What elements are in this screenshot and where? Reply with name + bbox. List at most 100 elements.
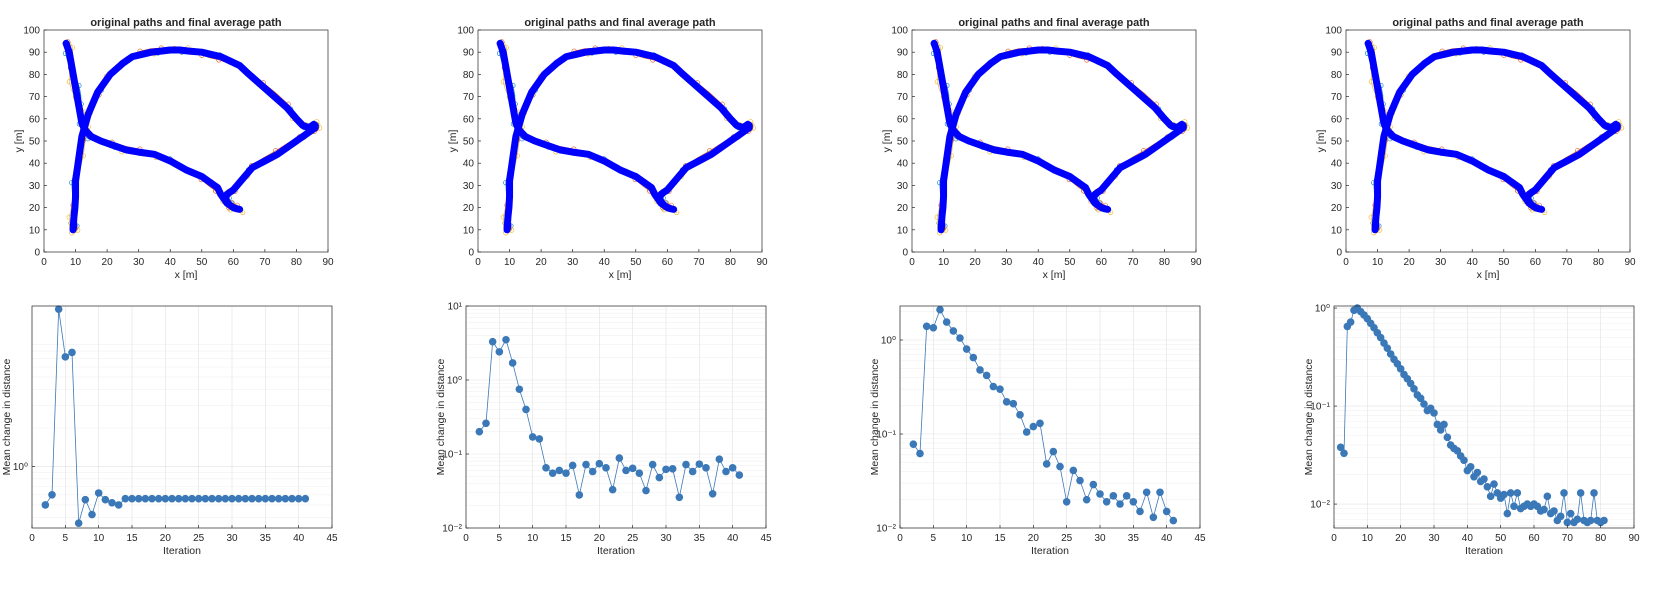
x-tick-label: 40 (1161, 533, 1173, 544)
y-tick-label: 20 (463, 203, 475, 214)
y-tick-label: 70 (29, 92, 41, 103)
y-tick-label: 80 (897, 70, 909, 81)
y-tick-label: 10⁻² (442, 524, 462, 535)
chart-title: original paths and final average path (1392, 17, 1584, 29)
y-tick-label: 10⁰ (13, 462, 28, 473)
data-point (635, 469, 644, 478)
x-tick-label: 20 (536, 257, 548, 268)
original-path-line (1366, 45, 1618, 230)
x-tick-label: 20 (160, 533, 172, 544)
x-tick-label: 30 (1094, 533, 1106, 544)
data-point (715, 455, 724, 464)
chart-title: original paths and final average path (524, 17, 716, 29)
y-tick-label: 10¹ (448, 302, 463, 313)
x-tick-label: 50 (196, 257, 208, 268)
data-point (1466, 463, 1475, 471)
data-point (1002, 398, 1011, 406)
data-point (1550, 507, 1558, 515)
series-line (913, 308, 1174, 521)
x-tick-label: 60 (1528, 533, 1540, 544)
x-tick-label: 15 (126, 533, 138, 544)
x-axis-label: Iteration (1031, 545, 1069, 557)
data-point (221, 494, 230, 503)
data-point (708, 489, 717, 498)
axes-box (477, 29, 763, 253)
data-point (161, 494, 170, 503)
y-tick-label: 100 (457, 26, 474, 37)
data-point (508, 359, 517, 367)
x-tick-label: 5 (931, 533, 937, 544)
y-tick-label: 40 (29, 159, 41, 170)
data-point (1543, 492, 1552, 501)
original-path-line (68, 41, 321, 234)
data-point (1573, 515, 1582, 524)
y-tick-label: 10⁻¹ (876, 430, 896, 441)
x-tick-label: 0 (41, 257, 47, 268)
average-path-line (496, 39, 753, 234)
data-point (1136, 507, 1144, 516)
x-tick-label: 40 (1033, 257, 1045, 268)
data-point (48, 491, 56, 499)
y-tick-label: 60 (1331, 114, 1343, 125)
data-point (1566, 509, 1575, 518)
x-tick-label: 0 (897, 533, 903, 544)
path-panel-4: 0 10 20 30 40 50 60 70 80 90 0 10 20 30 40 50 60 70 80 90 10… (1315, 17, 1636, 281)
y-tick-label: 0 (902, 248, 908, 259)
data-point (234, 494, 243, 503)
data-point (1556, 512, 1565, 521)
data-point (168, 494, 176, 503)
data-point (1082, 495, 1091, 504)
data-point (1510, 502, 1518, 511)
data-point (261, 494, 270, 503)
y-tick-label: 70 (897, 92, 909, 103)
y-tick-label: 50 (1331, 137, 1343, 148)
path-panel-1: 0 10 20 30 40 50 60 70 80 90 0 10 20 30 40 50 60 70 80 90 10… (13, 17, 334, 281)
x-tick-label: 0 (29, 533, 35, 544)
x-tick-label: 90 (1624, 257, 1636, 268)
x-tick-label: 50 (630, 257, 642, 268)
original-path-line (932, 45, 1184, 230)
panels: 0 10 20 30 40 50 60 70 80 90010203040506070809010… (1, 17, 1640, 557)
y-tick-label: 100 (23, 26, 40, 37)
data-point (1049, 447, 1058, 456)
x-tick-label: 35 (260, 533, 272, 544)
data-point (1506, 489, 1515, 497)
data-point (1089, 480, 1098, 489)
x-tick-label: 5 (497, 533, 503, 544)
x-tick-label: 20 (594, 533, 606, 544)
data-point (1410, 385, 1418, 393)
x-tick-label: 80 (1159, 257, 1171, 268)
y-tick-label: 60 (897, 114, 909, 125)
y-tick-label: 50 (463, 137, 475, 148)
y-tick-label: 10⁻² (1310, 500, 1330, 511)
data-point (1102, 497, 1111, 506)
data-point (1480, 475, 1488, 483)
original-path-line (502, 41, 755, 234)
data-point (174, 494, 183, 503)
data-point (1109, 492, 1118, 500)
data-point (1396, 365, 1405, 373)
y-tick-label: 100 (1325, 26, 1342, 37)
y-tick-label: 30 (897, 181, 909, 192)
data-point (1062, 497, 1071, 506)
data-point (1022, 428, 1031, 436)
axes-box (1333, 305, 1635, 529)
data-point (615, 454, 624, 462)
y-tick-label: 90 (1331, 48, 1343, 59)
data-point (61, 353, 70, 361)
average-path-line (1364, 39, 1621, 234)
x-tick-label: 30 (1428, 533, 1440, 544)
y-axis-label: y [m] (13, 130, 25, 153)
y-tick-label: 10⁻¹ (1310, 402, 1330, 413)
data-point (475, 427, 484, 436)
x-tick-label: 90 (756, 257, 768, 268)
x-tick-label: 25 (1061, 533, 1073, 544)
x-tick-label: 10 (961, 533, 973, 544)
data-point (735, 471, 744, 479)
data-point (1513, 489, 1522, 497)
y-tick-label: 10 (897, 225, 909, 236)
data-point (956, 334, 964, 342)
y-tick-label: 30 (463, 181, 475, 192)
data-point (181, 494, 190, 503)
data-point (41, 501, 50, 509)
